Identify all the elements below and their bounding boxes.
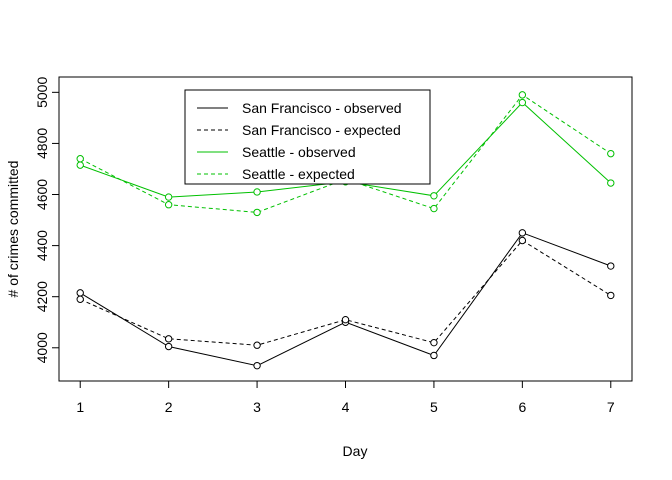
data-point	[76, 161, 84, 169]
data-point	[430, 192, 438, 200]
legend-label: San Francisco - expected	[242, 122, 401, 138]
y-axis-label: # of crimes committed	[5, 161, 21, 298]
data-point	[76, 289, 84, 297]
series-1	[76, 236, 615, 349]
x-tick-label: 3	[253, 399, 261, 415]
data-point	[430, 204, 438, 213]
y-axis: 4000 4200 4400 4600 4800 5000	[34, 77, 60, 363]
data-point	[164, 201, 173, 209]
x-axis-label: Day	[343, 443, 368, 459]
legend-label: San Francisco - observed	[242, 100, 402, 116]
legend-label: Seattle - observed	[242, 144, 356, 160]
data-point	[607, 291, 615, 300]
series-0	[76, 229, 615, 370]
data-point	[253, 188, 261, 196]
data-point	[518, 98, 527, 107]
data-point	[164, 193, 173, 201]
data-point	[341, 315, 350, 324]
y-tick-label: 4000	[34, 332, 50, 363]
legend-box	[184, 89, 431, 185]
y-tick-label: 4400	[34, 230, 50, 261]
y-tick-label: 5000	[34, 77, 50, 108]
data-point	[164, 342, 173, 351]
data-point	[430, 351, 438, 360]
x-tick-label: 4	[342, 399, 350, 415]
legend-label: Seattle - expected	[242, 166, 355, 182]
data-point	[76, 155, 84, 163]
data-point	[164, 335, 173, 343]
x-tick-label: 7	[607, 399, 615, 415]
series-line	[79, 232, 611, 367]
data-point	[253, 361, 261, 370]
data-point	[607, 149, 615, 158]
y-tick-label: 4200	[34, 281, 50, 312]
y-tick-label: 4600	[34, 179, 50, 210]
legend-entries: San Francisco - observed San Francisco - …	[197, 100, 402, 182]
data-point	[76, 295, 84, 303]
x-tick-label: 1	[76, 399, 84, 415]
y-tick-label: 4800	[34, 128, 50, 159]
x-axis: 1 2 3 4 5 6 7	[76, 380, 615, 415]
data-point	[607, 179, 615, 187]
x-tick-label: 6	[518, 399, 526, 415]
data-point	[430, 338, 438, 347]
data-point	[518, 236, 527, 245]
data-point	[607, 262, 615, 270]
series-line	[79, 239, 612, 346]
legend: San Francisco - observed San Francisco - …	[184, 89, 431, 185]
x-tick-label: 2	[165, 399, 173, 415]
data-point	[518, 91, 527, 99]
data-point	[253, 208, 261, 217]
data-point	[253, 341, 261, 349]
data-point	[518, 229, 527, 237]
x-tick-label: 5	[430, 399, 438, 415]
